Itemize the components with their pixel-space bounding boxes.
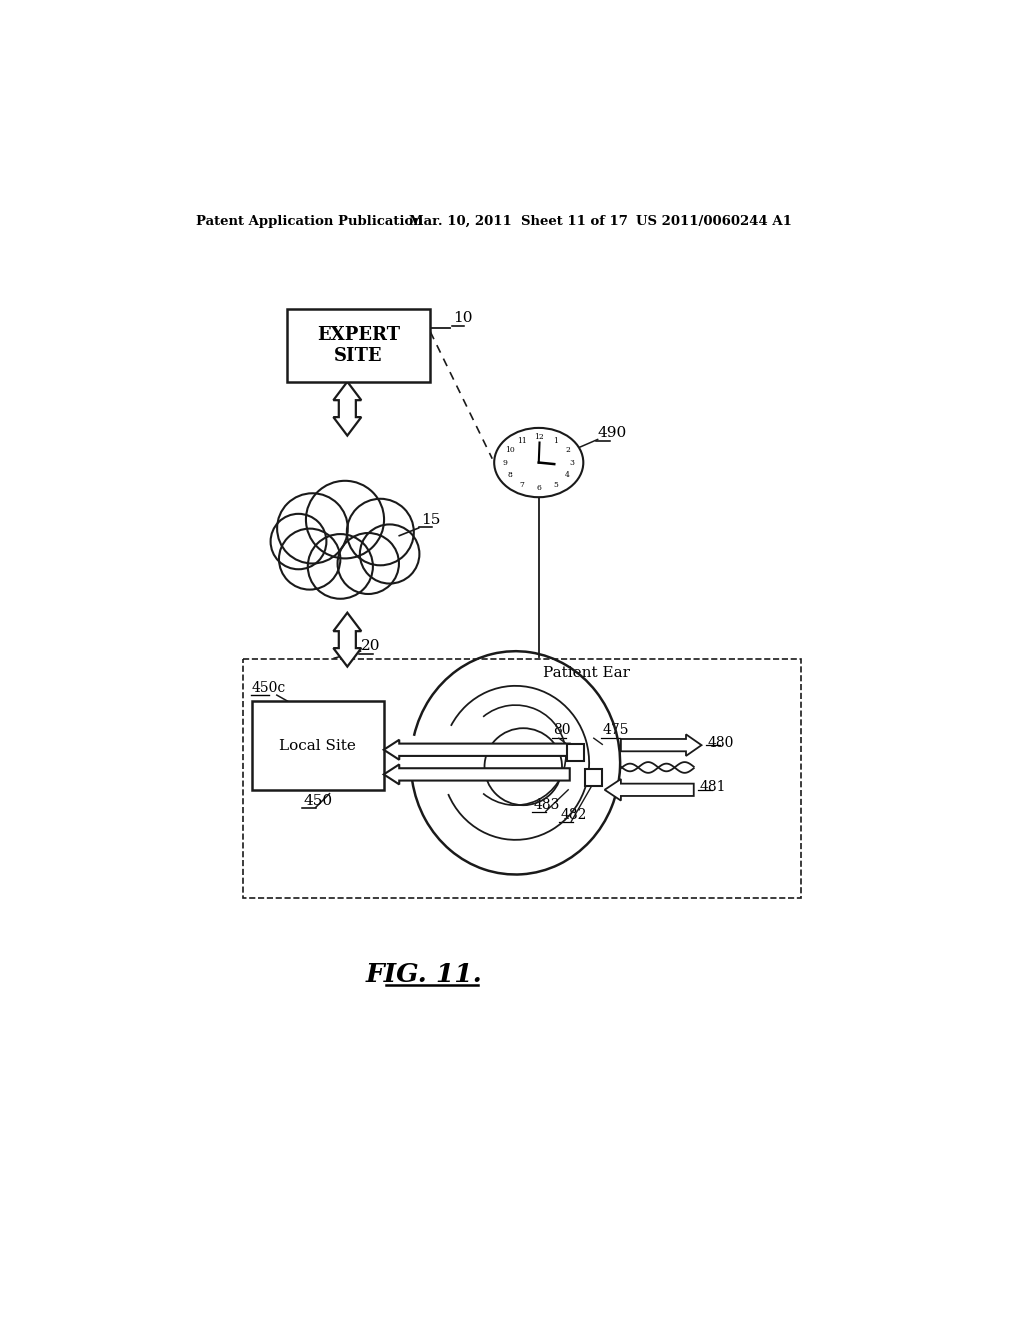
Bar xyxy=(243,659,801,898)
Polygon shape xyxy=(384,764,569,784)
Text: 5: 5 xyxy=(553,480,558,488)
Bar xyxy=(252,701,384,789)
Bar xyxy=(287,309,430,381)
Circle shape xyxy=(338,533,399,594)
Circle shape xyxy=(270,513,327,569)
Circle shape xyxy=(308,535,373,599)
Circle shape xyxy=(279,528,340,590)
Text: Mar. 10, 2011  Sheet 11 of 17: Mar. 10, 2011 Sheet 11 of 17 xyxy=(410,215,628,228)
Circle shape xyxy=(306,480,384,558)
Bar xyxy=(567,743,585,760)
Text: 12: 12 xyxy=(534,433,544,441)
Text: EXPERT
SITE: EXPERT SITE xyxy=(317,326,400,364)
Text: 490: 490 xyxy=(598,426,627,440)
Text: FIG. 11.: FIG. 11. xyxy=(366,962,482,987)
Text: 8: 8 xyxy=(508,471,512,479)
Text: 20: 20 xyxy=(360,639,380,652)
Text: 10: 10 xyxy=(505,446,515,454)
Text: 3: 3 xyxy=(569,458,574,466)
Text: Patient Ear: Patient Ear xyxy=(543,665,630,680)
Ellipse shape xyxy=(495,428,584,498)
Text: US 2011/0060244 A1: US 2011/0060244 A1 xyxy=(636,215,793,228)
Text: 11: 11 xyxy=(517,437,527,445)
Circle shape xyxy=(359,524,420,583)
Text: 2: 2 xyxy=(565,446,570,454)
Text: 480: 480 xyxy=(708,735,734,750)
Circle shape xyxy=(347,499,414,565)
Text: 7: 7 xyxy=(519,480,524,488)
Text: Local Site: Local Site xyxy=(280,738,356,752)
Text: 15: 15 xyxy=(421,513,440,527)
Bar xyxy=(586,770,602,785)
Text: 1: 1 xyxy=(553,437,558,445)
Polygon shape xyxy=(384,739,569,760)
Polygon shape xyxy=(604,779,693,800)
Polygon shape xyxy=(621,734,701,756)
Text: 483: 483 xyxy=(534,799,560,812)
Text: 6: 6 xyxy=(537,484,542,492)
Text: 9: 9 xyxy=(503,458,508,466)
Text: 482: 482 xyxy=(560,808,587,822)
Text: 450: 450 xyxy=(303,795,332,808)
Text: 450c: 450c xyxy=(252,681,287,696)
Text: 4: 4 xyxy=(565,471,570,479)
Circle shape xyxy=(278,494,348,564)
Text: 481: 481 xyxy=(700,780,726,795)
Polygon shape xyxy=(334,381,361,436)
Text: 80: 80 xyxy=(553,723,570,738)
Text: 10: 10 xyxy=(454,312,473,326)
Polygon shape xyxy=(334,612,361,667)
Text: Patent Application Publication: Patent Application Publication xyxy=(197,215,423,228)
Text: 475: 475 xyxy=(602,723,629,738)
